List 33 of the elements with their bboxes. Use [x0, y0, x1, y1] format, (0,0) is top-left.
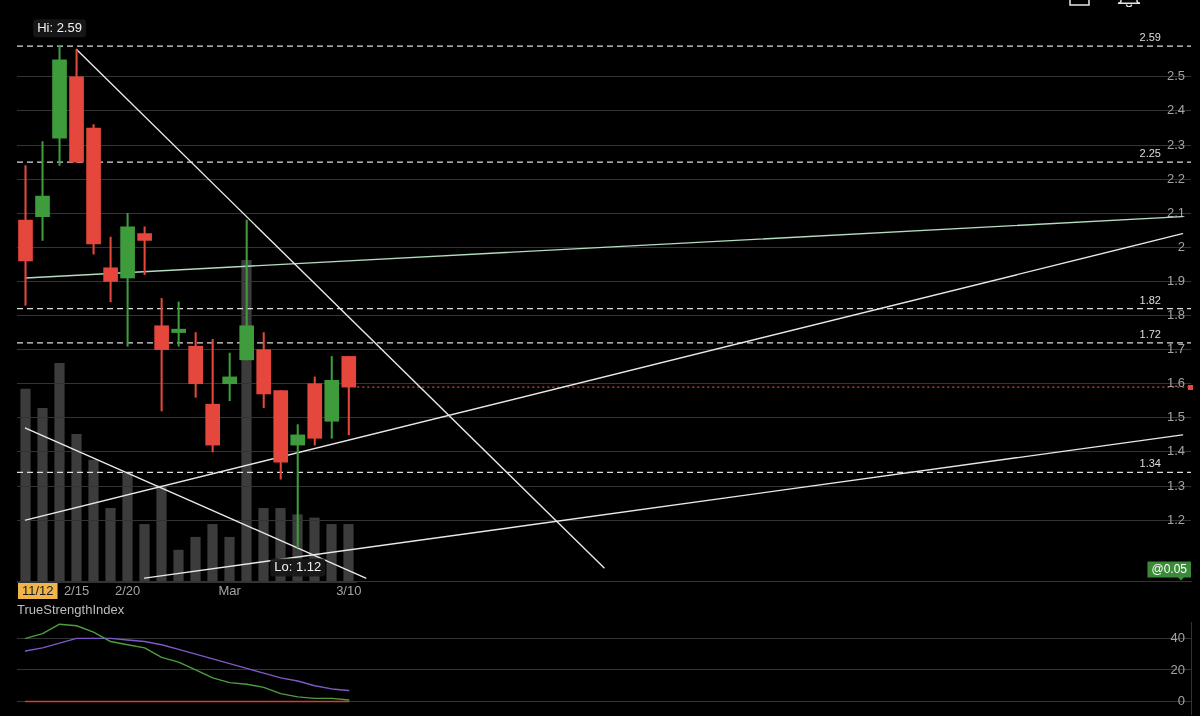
y-tick-label: 2 — [1177, 238, 1185, 254]
annotation: Hi: 2.59 — [37, 19, 82, 35]
y-tick-label: 1.9 — [1166, 273, 1185, 288]
y-tick-label: 1.7 — [1166, 341, 1185, 357]
ref-line-label: 1.34 — [1139, 457, 1161, 470]
y-tick-label: 1.5 — [1166, 409, 1185, 425]
ref-line-label: 2.59 — [1139, 31, 1161, 44]
y-tick-label: 1.6 — [1166, 375, 1185, 391]
x-tick-label: 2/15 — [63, 582, 90, 598]
y-tick-label: 2.2 — [1166, 170, 1185, 186]
candlestick — [35, 141, 50, 241]
x-tick-label: 3/10 — [336, 582, 362, 598]
ref-line-label: 1.82 — [1139, 293, 1161, 306]
y-tick-label: 1.8 — [1166, 307, 1185, 323]
chart-title: TrueStrengthIndex — [17, 602, 125, 618]
x-tick-label: Mar — [218, 582, 242, 598]
y-tick-label: 2.3 — [1166, 136, 1185, 152]
y-tick-label: 2.5 — [1166, 68, 1185, 84]
y-tick-label: 1.4 — [1166, 443, 1185, 459]
y-tick-label: 20 — [1170, 661, 1185, 677]
ref-line-label: 1.72 — [1139, 327, 1161, 340]
y-tick-label: 2.1 — [1166, 204, 1185, 220]
ref-line-label: 2.25 — [1139, 147, 1161, 160]
x-tick-label: 2/20 — [114, 582, 141, 598]
y-tick-label: 0 — [1177, 693, 1185, 709]
candlestick — [18, 165, 33, 306]
annotation: Lo: 1.12 — [274, 558, 322, 574]
y-tick-label: 2.4 — [1166, 102, 1185, 118]
y-tick-label: 40 — [1170, 629, 1185, 645]
y-tick-label: 1.3 — [1166, 477, 1185, 493]
annotation: @0.05 — [1151, 562, 1188, 577]
y-tick-label: 1.2 — [1166, 511, 1185, 527]
text: 11/12 — [21, 583, 54, 599]
